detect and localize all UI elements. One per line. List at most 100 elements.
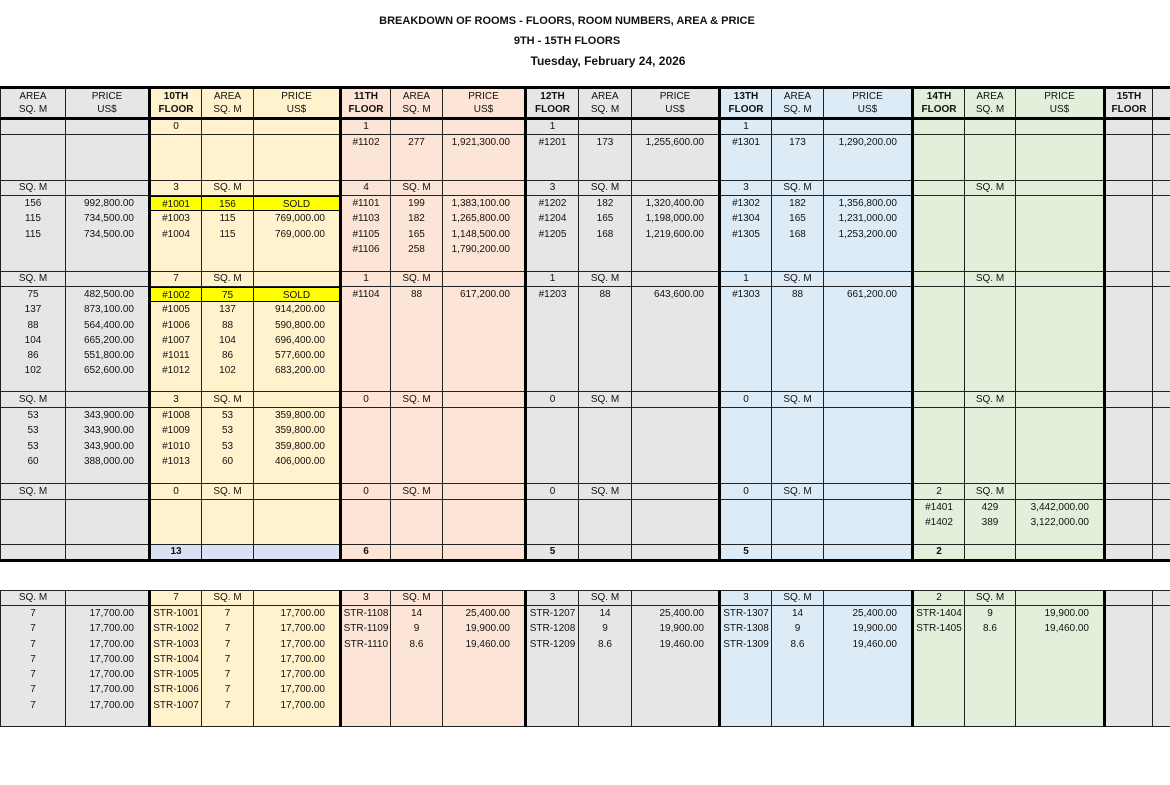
room-count <box>911 118 965 135</box>
price-value: 388,000.00 <box>83 455 134 467</box>
price-column-cell: SOLD 914,200.00 590,800.00 696,400.00 577,60… <box>253 286 341 392</box>
header-area: AREA SQ. M <box>771 86 824 120</box>
area-value: 115 <box>219 213 236 225</box>
blank-cell <box>964 544 1016 562</box>
report-title: BREAKDOWN OF ROOMS - FLOORS, ROOM NUMBER… <box>379 15 755 27</box>
extra-column-cell <box>1152 195 1170 272</box>
room-value: #1303 <box>732 289 760 300</box>
unit-label: SQ. M <box>0 391 66 408</box>
price-value: 17,700.00 <box>89 608 135 619</box>
area-value: 14 <box>791 608 804 619</box>
room-value: #1002 <box>152 287 201 303</box>
unit-label: SQ. M <box>964 590 1016 606</box>
header-price: PRICE US$ <box>442 86 526 120</box>
room-value: STR-1002 <box>153 623 199 635</box>
area-header-line2: SQ. M <box>18 104 48 115</box>
blank-cell <box>1015 180 1105 196</box>
area-value: 165 <box>789 213 806 225</box>
room-value: #1305 <box>732 228 760 240</box>
room-count: 0 <box>524 391 579 408</box>
price-value: 734,500.00 <box>83 213 134 225</box>
price-value: 643,600.00 <box>653 289 704 300</box>
room-count: 0 <box>718 391 772 408</box>
area-value: 88 <box>410 289 423 300</box>
price-column-cell: 1,921,300.00 <box>442 134 526 181</box>
area-column-cell: 75 137 88 104 86 102 <box>0 286 66 392</box>
floor-total <box>1103 544 1153 562</box>
price-value: 343,900.00 <box>83 410 134 421</box>
price-value: 577,600.00 <box>274 350 325 362</box>
room-count <box>1103 180 1153 196</box>
room-value: STR-1006 <box>153 684 199 696</box>
area-value: 182 <box>596 198 614 209</box>
blank-cell <box>253 391 341 408</box>
room-value: #1202 <box>538 198 567 209</box>
area-column-cell: 14 9 8.6 <box>771 605 824 727</box>
price-value: 19,460.00 <box>852 638 898 650</box>
blank-cell <box>1152 271 1170 287</box>
price-column-cell <box>1015 195 1105 272</box>
room-value: STR-1209 <box>529 638 576 650</box>
price-value: 1,290,200.00 <box>838 137 897 148</box>
room-column-cell <box>911 286 965 392</box>
price-header-line2: US$ <box>97 104 117 115</box>
room-value: STR-1404 <box>916 608 962 619</box>
price-value: 19,900.00 <box>465 623 511 635</box>
extra-column-cell <box>1152 286 1170 392</box>
area-column-cell: 14 9 8.6 <box>578 605 632 727</box>
blank-cell <box>65 118 150 135</box>
room-column-cell: #1202 #1204 #1205 <box>524 195 579 272</box>
price-column-cell: SOLD 769,000.00 769,000.00 <box>253 195 341 272</box>
price-value: 17,700.00 <box>89 653 135 665</box>
price-value: 25,400.00 <box>852 608 898 619</box>
header-price: PRICE US$ <box>631 86 720 120</box>
price-value: 665,200.00 <box>83 334 134 346</box>
blank-cell <box>1015 391 1105 408</box>
room-column-cell <box>1103 605 1153 727</box>
room-column-cell: #1002 #1005 #1006 #1007 #1011 #1012 <box>148 286 202 392</box>
area-column-cell: 156 115 115 <box>0 195 66 272</box>
area-column-cell <box>964 286 1016 392</box>
area-column-cell: 199 182 165 258 <box>390 195 443 272</box>
room-value: #1102 <box>352 137 380 148</box>
price-value: 1,198,000.00 <box>645 213 704 225</box>
blank-cell <box>253 118 341 135</box>
room-value: STR-1004 <box>153 653 199 665</box>
area-header-line2: SQ. M <box>213 104 242 115</box>
room-column-cell: #1303 <box>718 286 772 392</box>
unit-label: SQ. M <box>0 483 66 500</box>
room-count <box>911 391 965 408</box>
blank-cell <box>442 271 526 287</box>
area-column-cell: 173 <box>771 134 824 181</box>
area-value: 115 <box>25 228 41 240</box>
blank-cell <box>65 271 150 287</box>
price-header-line2: US$ <box>286 104 307 115</box>
area-column-cell: 7 7 7 7 7 7 7 <box>0 605 66 727</box>
blank-cell <box>201 544 254 562</box>
room-value: #1103 <box>352 213 380 225</box>
price-value: 734,500.00 <box>83 228 134 240</box>
blank-cell <box>823 180 913 196</box>
room-count: 0 <box>718 483 772 500</box>
area-column-cell: 173 <box>578 134 632 181</box>
price-value: 564,400.00 <box>83 319 134 331</box>
unit-label: SQ. M <box>771 590 824 606</box>
room-value: #1106 <box>352 243 380 255</box>
area-value: 7 <box>224 638 231 650</box>
sold-badge: SOLD <box>254 196 339 212</box>
room-count: 3 <box>148 391 202 408</box>
floor-header: 14TH FLOOR <box>911 86 965 120</box>
area-column-cell <box>578 499 632 545</box>
unit-label: SQ. M <box>390 590 443 606</box>
price-value: 17,700.00 <box>89 623 135 635</box>
room-value: STR-1405 <box>916 623 962 635</box>
price-value: 406,000.00 <box>274 455 325 467</box>
room-count <box>1103 590 1153 606</box>
room-count <box>1103 118 1153 135</box>
area-value: 389 <box>981 517 999 529</box>
room-value: #1302 <box>732 198 760 209</box>
price-column-cell <box>631 407 720 484</box>
price-value: 19,460.00 <box>465 638 511 650</box>
floor-header-line1: 11TH <box>354 91 378 102</box>
room-value: #1003 <box>162 213 190 225</box>
